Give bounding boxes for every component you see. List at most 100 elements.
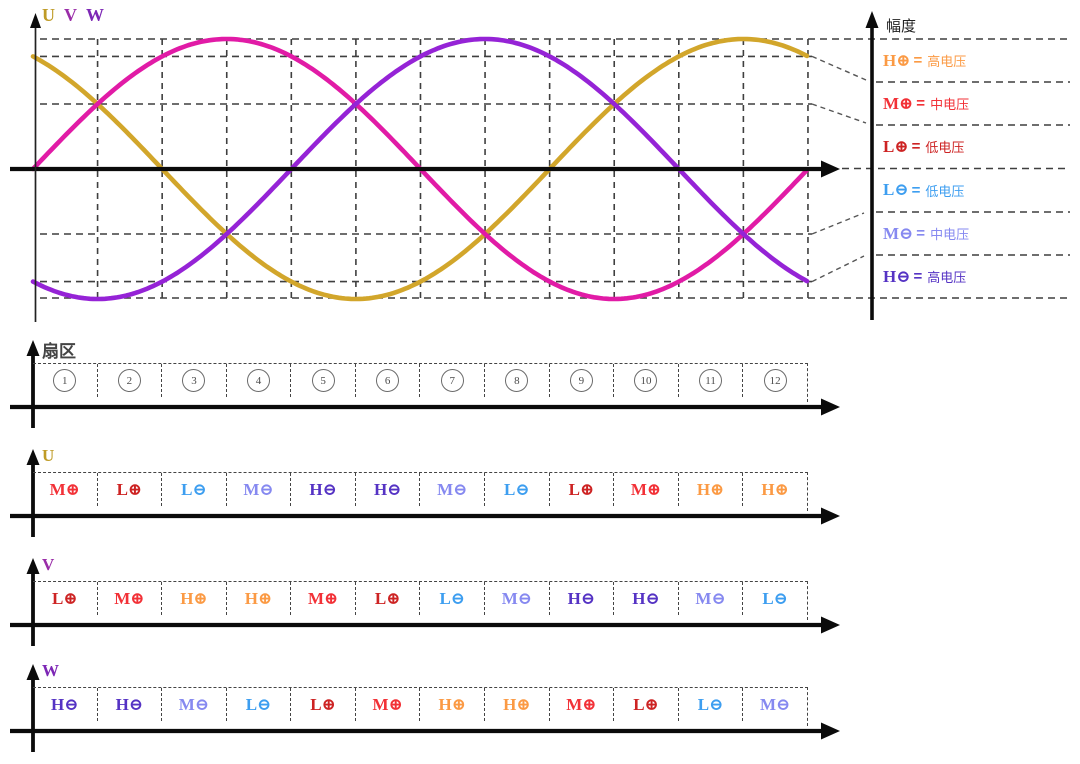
level-value: M⊕ [49, 479, 80, 499]
phase-band-u-cell-4: M⊖ [225, 473, 291, 507]
phase-band-w-cell-9: M⊕ [548, 688, 614, 722]
phase-band-v-cell-8: M⊖ [484, 582, 549, 616]
level-value: H⊕ [761, 479, 789, 499]
sector-band-cells: 1 2 3 4 5 6 7 8 9 10 11 12 [33, 363, 808, 402]
phase-band-u-cell-3: L⊖ [161, 473, 226, 507]
level-value: M⊕ [114, 588, 145, 608]
legend-connector [811, 212, 865, 235]
phase-band-v-cell-7: L⊖ [419, 582, 484, 616]
sector-band-x-axis-arrow [821, 398, 840, 416]
phase-band-v-cells: L⊕ M⊕ H⊕ H⊕ M⊕ L⊕ L⊖ M⊖ H⊖ H⊖ M⊖ L⊖ [33, 581, 808, 620]
phase-band-u-cell-11: H⊕ [677, 473, 743, 507]
legend-entry-L+: L⊕ = 低电压 [883, 133, 964, 161]
sector-number-badge: 1 [53, 369, 77, 393]
legend-symbol: M⊖ [883, 223, 914, 243]
sector-number-badge: 6 [376, 369, 400, 393]
level-value: L⊖ [697, 694, 724, 714]
phase-band-v-cell-1: L⊕ [33, 582, 97, 615]
level-value: H⊖ [115, 694, 144, 714]
sector-number-badge: 8 [505, 369, 529, 393]
phase-band-v-cell-12: L⊖ [742, 582, 807, 616]
phase-band-w-cell-5: L⊕ [290, 688, 355, 722]
phase-band-u-cell-1: M⊕ [33, 473, 97, 506]
legend-connector [811, 103, 867, 124]
sector-band-cell-5: 5 [290, 364, 355, 398]
sector-number-badge: 5 [311, 369, 335, 393]
level-value: L⊕ [374, 588, 401, 608]
phase-band-v-cell-5: M⊕ [290, 582, 355, 616]
sector-band-cell-12: 12 [742, 364, 807, 398]
legend-level-name: 高电压 [927, 54, 967, 69]
level-value: M⊖ [437, 479, 468, 499]
legend-entry-H+: H⊕ = 高电压 [883, 47, 966, 75]
legend-level-name: 低电压 [925, 140, 965, 156]
level-value: M⊕ [372, 694, 403, 714]
phase-band-w-cell-12: M⊖ [742, 688, 807, 722]
level-value: L⊖ [181, 479, 207, 499]
level-value: M⊕ [307, 588, 339, 608]
level-value: H⊖ [632, 588, 660, 608]
phase-band-w-cell-11: L⊖ [677, 688, 743, 722]
sector-number-badge: 9 [569, 369, 593, 393]
legend-equals: = [913, 268, 923, 285]
phase-band-w-cell-1: H⊖ [33, 688, 97, 721]
phase-band-v-label: V [42, 555, 55, 574]
legend-level-name: 中电压 [930, 97, 970, 112]
legend-level-name: 低电压 [925, 183, 965, 199]
legend-equals: = [911, 181, 921, 199]
phase-band-v-cell-10: H⊖ [613, 582, 678, 616]
level-value: L⊖ [439, 588, 466, 608]
level-value: L⊕ [51, 588, 78, 608]
sector-band-cell-10: 10 [613, 364, 678, 398]
legend-symbol: L⊕ [883, 136, 909, 156]
level-value: H⊕ [438, 694, 466, 714]
legend-entry-M+: M⊕ = 中电压 [883, 90, 969, 118]
phase-band-u-cell-5: H⊖ [290, 473, 355, 507]
phase-band-w-x-axis-arrow [821, 722, 840, 740]
level-value: H⊖ [567, 588, 596, 608]
phase-band-w-label: W [42, 661, 59, 680]
sector-band-y-axis-arrow [26, 340, 40, 356]
sector-band-cell-8: 8 [484, 364, 549, 398]
legend-equals: = [916, 95, 926, 112]
phase-band-u-x-axis-arrow [821, 507, 840, 525]
level-value: H⊖ [373, 479, 402, 499]
sector-band-cell-3: 3 [161, 364, 226, 398]
phase-band-w-y-axis-arrow [26, 664, 40, 680]
phase-band-w-cells: H⊖ H⊖ M⊖ L⊖ L⊕ M⊕ H⊕ H⊕ M⊕ L⊕ L⊖ M⊖ [33, 687, 808, 726]
chart-y-axis-arrow [30, 13, 41, 28]
phase-band-v-cell-11: M⊖ [677, 582, 743, 616]
sector-number-badge: 4 [247, 369, 271, 393]
legend-equals: = [916, 225, 926, 242]
sector-band-cell-2: 2 [96, 364, 162, 398]
legend-symbol: H⊖ [883, 266, 911, 286]
level-value: M⊖ [760, 694, 791, 714]
phase-band-w-cell-7: H⊕ [419, 688, 484, 722]
legend-connector [811, 55, 867, 81]
phase-band-w-cell-2: H⊖ [96, 688, 162, 722]
phase-band-v-x-axis-arrow [821, 616, 840, 634]
sector-band-cell-11: 11 [677, 364, 743, 398]
phase-u-title: U [42, 5, 55, 25]
level-value: H⊕ [696, 479, 725, 499]
sector-number-badge: 11 [699, 369, 723, 393]
phase-band-u-cell-10: M⊕ [613, 473, 678, 507]
phase-band-v-cell-4: H⊕ [225, 582, 291, 616]
phase-w-title: W [86, 5, 104, 25]
level-value: M⊖ [178, 694, 210, 714]
phase-band-u-y-axis-arrow [26, 449, 40, 465]
level-value: M⊕ [566, 694, 597, 714]
level-value: M⊖ [501, 588, 532, 608]
sector-band-label: 扇区 [42, 342, 76, 361]
phase-band-u-cell-9: L⊕ [548, 473, 614, 507]
phase-band-v-y-axis-arrow [26, 558, 40, 574]
phase-band-u-label: U [42, 446, 55, 465]
phase-band-w-cell-6: M⊕ [354, 688, 420, 722]
phase-band-w-cell-8: H⊕ [484, 688, 549, 722]
phase-band-w-cell-3: M⊖ [161, 688, 226, 722]
phase-band-v-cell-9: H⊖ [548, 582, 614, 616]
legend-symbol: L⊖ [883, 180, 909, 200]
